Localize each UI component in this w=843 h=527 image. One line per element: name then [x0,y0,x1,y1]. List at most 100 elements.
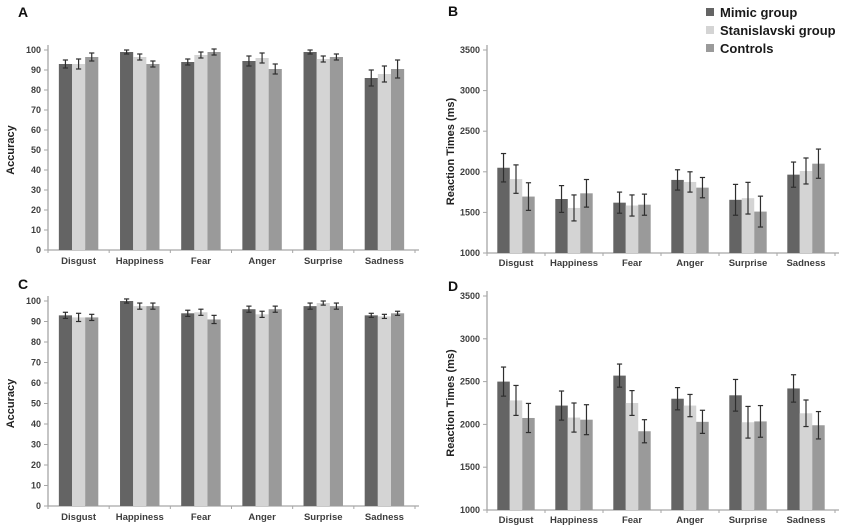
bar [613,202,626,253]
error-bars-series-2 [525,402,822,444]
bar-series-2 [522,417,825,510]
y-tick-label: 30 [31,185,41,195]
bar [390,69,405,250]
bar-series-0 [497,375,800,510]
y-axis-title: Reaction Times (ms) [445,97,457,205]
bar-series-0 [497,167,800,253]
bar [303,52,317,250]
y-tick-label: 80 [31,85,41,95]
bar [741,422,755,510]
category-label: Happiness [116,256,164,267]
legend-label-stanislavski: Stanislavski group [720,22,836,38]
bar [799,170,813,253]
y-tick-label: 2500 [460,377,480,387]
bar [754,421,767,510]
bar [522,417,535,510]
bar [194,312,208,506]
bar [729,395,742,510]
error-bars-series-0 [500,363,797,421]
bar [58,315,73,506]
bar [787,174,800,253]
bar [580,419,593,510]
bar [625,403,639,510]
category-label: Happiness [550,515,598,526]
y-tick-label: 2000 [460,419,480,429]
y-tick-label: 3000 [460,334,480,344]
category-label: Sadness [365,512,404,523]
bar-series-0 [58,301,378,506]
category-label: Sadness [786,515,825,526]
bar [580,193,593,253]
bar-series-0 [58,52,378,250]
bar [696,187,709,253]
bar [194,55,208,250]
bar [555,405,568,510]
bar [364,78,378,250]
y-tick-label: 90 [31,317,41,327]
panel-b-chart: 1000 1500 2000 2500 3000 3500 Disgust Happiness… [445,45,839,269]
bar [207,319,221,506]
category-label: Disgust [61,512,97,523]
bar [120,52,134,250]
error-bars-series-1 [513,384,809,439]
error-bars-series-2 [525,148,822,228]
bar [497,381,510,510]
bar [741,198,755,253]
error-bars-series-0 [62,298,374,320]
y-tick-label: 100 [26,296,41,306]
category-label: Disgust [499,258,535,269]
y-tick-label: 80 [31,337,41,347]
y-axis-title: Accuracy [5,124,17,174]
y-tick-label: 1000 [460,248,480,258]
y-tick-label: 2000 [460,167,480,177]
bar [58,64,73,250]
panel-label-b: B [448,3,459,19]
y-tick-label: 20 [31,460,41,470]
y-tick-label: 60 [31,125,41,135]
y-tick-label: 20 [31,205,41,215]
bar-series-1 [72,303,391,506]
bar-series-1 [509,170,813,253]
legend-item-stanislavski: Stanislavski group [706,21,836,39]
category-label: Happiness [116,512,164,523]
y-tick-label: 60 [31,378,41,388]
bar [364,315,378,506]
bar [497,167,510,253]
y-tick-label: 100 [26,45,41,55]
bar [555,199,568,253]
legend-swatch-controls [706,44,714,52]
bar [316,303,330,506]
bar [812,163,825,253]
legend-item-controls: Controls [706,39,836,57]
y-tick-label: 70 [31,358,41,368]
bar [133,306,147,506]
bar [242,61,256,250]
bar [329,306,343,506]
category-label: Disgust [61,256,97,267]
y-tick-label: 0 [36,501,41,511]
bar [377,316,391,506]
bar [133,57,147,250]
category-label: Disgust [499,515,535,526]
panel-d-chart: 1000 1500 2000 2500 3000 3500 Disgust Happiness… [445,291,839,526]
y-tick-label: 50 [31,399,41,409]
panel-label-d: D [448,278,459,294]
bar [72,317,86,506]
legend-label-controls: Controls [720,40,774,56]
bar [799,413,813,510]
panel-label-c: C [18,276,29,292]
bar [146,306,160,506]
bar [146,64,160,250]
bar [303,306,317,506]
bar [72,64,86,250]
bar [120,301,134,506]
category-label: Surprise [729,515,768,526]
y-tick-label: 30 [31,440,41,450]
bar [255,58,269,250]
panel-label-a: A [18,4,29,20]
error-bars-series-2 [89,302,401,325]
y-axis-title: Reaction Times (ms) [445,349,457,457]
y-tick-label: 2500 [460,126,480,136]
y-tick-label: 1000 [460,505,480,515]
